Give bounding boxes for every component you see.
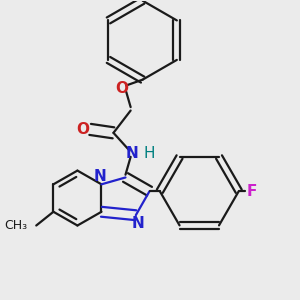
Text: N: N [131, 216, 144, 231]
Text: H: H [143, 146, 154, 161]
Text: N: N [93, 169, 106, 184]
Text: F: F [247, 184, 257, 199]
Text: O: O [76, 122, 89, 137]
Text: N: N [126, 146, 139, 161]
Text: O: O [116, 81, 129, 96]
Text: CH₃: CH₃ [4, 219, 28, 232]
